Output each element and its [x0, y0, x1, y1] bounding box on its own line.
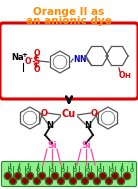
Circle shape — [112, 173, 119, 180]
Text: Cu: Cu — [62, 109, 76, 119]
FancyBboxPatch shape — [0, 23, 138, 99]
Text: Orange II as: Orange II as — [33, 7, 105, 17]
Text: O: O — [130, 167, 134, 173]
Text: O: O — [34, 49, 40, 57]
Text: O: O — [119, 71, 125, 81]
Circle shape — [34, 177, 40, 184]
Circle shape — [58, 177, 64, 184]
Text: H: H — [124, 73, 130, 79]
Circle shape — [70, 177, 76, 184]
Circle shape — [99, 173, 107, 180]
Text: O: O — [40, 108, 47, 118]
Circle shape — [22, 177, 29, 184]
Text: Si: Si — [47, 142, 57, 150]
Circle shape — [51, 173, 59, 180]
Text: O: O — [86, 167, 90, 173]
Circle shape — [14, 173, 22, 180]
Text: N: N — [84, 121, 91, 129]
Text: O: O — [34, 64, 40, 74]
Circle shape — [39, 173, 46, 180]
Text: O: O — [50, 167, 54, 173]
Text: Si: Si — [81, 142, 91, 150]
Circle shape — [94, 177, 100, 184]
Text: N: N — [80, 54, 86, 64]
Circle shape — [87, 173, 95, 180]
Text: N: N — [47, 121, 54, 129]
Text: O: O — [98, 167, 102, 173]
Text: O: O — [73, 167, 77, 173]
Text: S: S — [33, 57, 39, 66]
Circle shape — [82, 177, 88, 184]
Circle shape — [26, 173, 34, 180]
FancyBboxPatch shape — [2, 161, 136, 187]
Text: O: O — [17, 167, 21, 173]
Text: N: N — [73, 54, 79, 64]
Text: O: O — [36, 167, 40, 173]
Text: O: O — [25, 57, 31, 66]
Text: +: + — [21, 52, 27, 58]
Circle shape — [10, 177, 17, 184]
Circle shape — [75, 173, 83, 180]
Text: an anionic dye: an anionic dye — [26, 16, 112, 26]
Text: -: - — [30, 56, 32, 62]
Text: O: O — [120, 167, 124, 173]
Text: O: O — [91, 108, 98, 118]
Circle shape — [63, 173, 71, 180]
Text: O: O — [26, 167, 30, 173]
Circle shape — [46, 177, 52, 184]
Circle shape — [124, 173, 131, 180]
Text: O: O — [8, 167, 12, 173]
Text: O: O — [110, 167, 114, 173]
Text: O: O — [61, 167, 65, 173]
Circle shape — [5, 173, 11, 180]
Text: Na: Na — [12, 53, 24, 63]
Circle shape — [105, 177, 112, 184]
Circle shape — [117, 177, 124, 184]
